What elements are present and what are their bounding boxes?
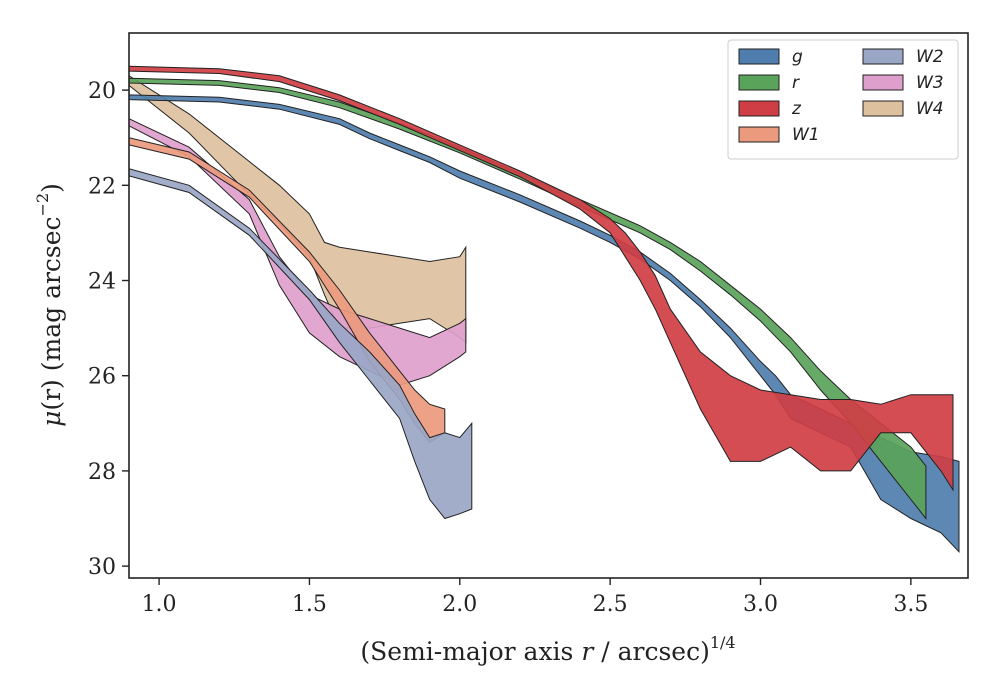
band-z: [129, 65, 954, 492]
x-tick-label: 2.0: [442, 592, 477, 617]
legend-swatch-w4: [862, 100, 904, 117]
legend-label-w3: W3: [916, 73, 944, 93]
legend-label-g: g: [792, 47, 803, 67]
legend-label-w1: W1: [792, 125, 820, 145]
x-tick-label: 1.5: [292, 592, 327, 617]
x-tick-label: 3.5: [893, 592, 928, 617]
x-axis-label: (Semi-major axis r / arcsec)1/4: [360, 633, 735, 666]
legend-label-z: z: [791, 99, 802, 119]
legend-swatch-w2: [862, 48, 904, 65]
x-tick-label: 1.0: [142, 592, 177, 617]
y-tick-label: 20: [88, 79, 116, 104]
x-axis-ticks: 1.0 1.5 2.0 2.5 3.0 3.5: [142, 578, 928, 617]
y-axis-ticks: 20 22 24 26 28 30: [88, 79, 129, 580]
legend-label-r: r: [792, 73, 800, 93]
y-tick-label: 28: [88, 460, 116, 485]
y-tick-label: 22: [88, 174, 116, 199]
y-tick-label: 30: [88, 555, 116, 580]
legend-swatch-g: [738, 48, 780, 65]
x-tick-label: 3.0: [743, 592, 778, 617]
legend-label-w4: W4: [916, 99, 944, 119]
plot-frame: [128, 32, 969, 579]
y-tick-label: 26: [88, 365, 116, 390]
legend-swatch-w1: [738, 126, 780, 143]
legend: grz W1 W2 W3 W4: [727, 39, 959, 160]
band-w3: [129, 118, 467, 386]
legend-label-w2: W2: [916, 47, 944, 67]
legend-frame: [727, 39, 959, 160]
legend-swatch-z: [738, 100, 780, 117]
y-tick-label: 24: [88, 270, 116, 295]
band-w2: [129, 168, 473, 520]
x-tick-label: 2.5: [593, 592, 628, 617]
band-g: [129, 94, 960, 554]
y-axis-label: μ(r) (mag arcsec−2): [33, 183, 66, 427]
legend-swatch-r: [738, 74, 780, 91]
legend-swatch-w3: [862, 74, 904, 91]
profile-bands: [129, 65, 960, 554]
